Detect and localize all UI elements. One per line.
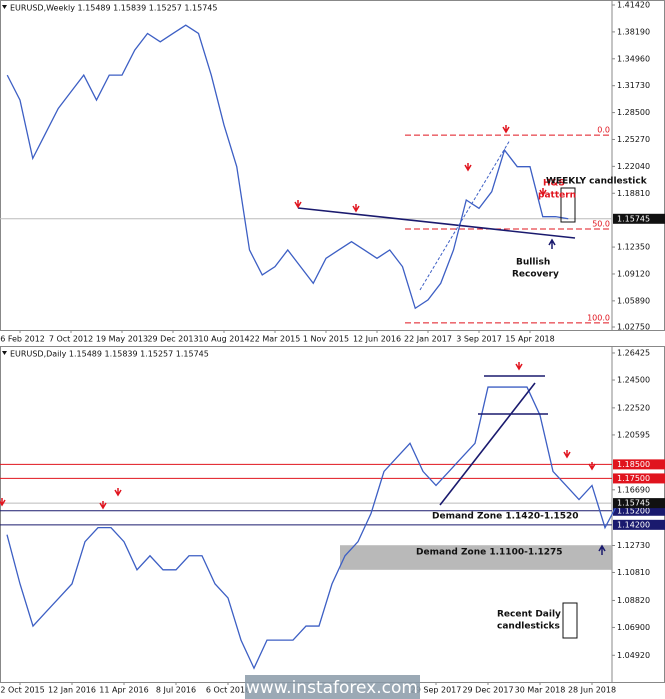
arrow xyxy=(539,188,547,197)
y-tick-label: 1.16690 xyxy=(617,485,650,494)
arrow xyxy=(563,450,571,459)
weekly-box xyxy=(560,187,576,223)
y-tick-label: 1.24500 xyxy=(617,376,650,385)
arrow xyxy=(502,125,510,134)
fib-label: 50.0 xyxy=(592,219,610,228)
x-tick-label: 26 Feb 2012 xyxy=(0,335,45,344)
fib-label: 100.0 xyxy=(587,313,610,322)
recent-label: candlesticks xyxy=(497,622,560,632)
arrow xyxy=(464,163,472,172)
y-tick-label: 1.02750 xyxy=(617,323,650,332)
y-tick-label: 1.05890 xyxy=(617,296,650,305)
level-box xyxy=(613,459,665,470)
price-line xyxy=(6,386,619,670)
y-tick-label: 1.34960 xyxy=(617,54,650,63)
y-tick-label: 1.12730 xyxy=(617,541,650,550)
x-tick-label: 30 Mar 2018 xyxy=(515,686,566,695)
y-tick-label: 1.28500 xyxy=(617,108,650,117)
trend-line xyxy=(439,382,536,506)
x-tick-label: 29 Dec 2013 xyxy=(147,335,198,344)
x-tick-label: 7 Oct 2012 xyxy=(49,335,93,344)
level-box xyxy=(613,473,665,484)
y-tick-label: 1.10810 xyxy=(617,568,650,577)
y-tick-label: 1.26425 xyxy=(617,348,650,357)
current-label: 1.15745 xyxy=(617,499,650,508)
title-marker xyxy=(2,5,7,9)
fib-label: 0.0 xyxy=(597,126,610,135)
x-tick-label: 15 Apr 2018 xyxy=(505,335,554,344)
level-box xyxy=(613,519,665,530)
arrow-up xyxy=(548,238,556,249)
arrow xyxy=(0,498,6,507)
arrow xyxy=(294,200,302,209)
x-tick-label: 29 Dec 2017 xyxy=(462,686,513,695)
hs-label: H&S xyxy=(543,179,565,189)
level-label: 1.18500 xyxy=(617,460,650,469)
chart-title: EURUSD,Weekly 1.15489 1.15839 1.15257 1.… xyxy=(10,4,217,13)
y-tick-label: 1.18810 xyxy=(617,189,650,198)
y-tick-label: 1.09120 xyxy=(617,269,650,278)
arrow xyxy=(99,501,107,510)
y-tick-label: 1.22040 xyxy=(617,162,650,171)
price-line xyxy=(6,24,569,310)
x-tick-label: 1 Nov 2015 xyxy=(303,335,349,344)
level-label: 1.17500 xyxy=(617,474,650,483)
x-tick-label: 6 Oct 2016 xyxy=(206,686,250,695)
current-box xyxy=(613,213,665,224)
y-tick-label: 1.04920 xyxy=(617,651,650,660)
arrow xyxy=(352,204,360,213)
arrow xyxy=(114,488,122,497)
x-tick-label: 22 Jan 2017 xyxy=(404,335,452,344)
bullish-label: Bullish xyxy=(516,258,550,268)
recent-box xyxy=(562,602,578,639)
arrow xyxy=(588,462,596,471)
current-box xyxy=(613,498,665,509)
current-label: 1.15745 xyxy=(617,214,650,223)
x-tick-label: 3 Sep 2017 xyxy=(456,335,502,344)
x-tick-label: 12 Jan 2016 xyxy=(48,686,96,695)
drawings xyxy=(0,125,606,639)
neckline xyxy=(297,207,576,239)
arrow-up xyxy=(598,544,606,555)
watermark-box xyxy=(245,675,420,699)
chart-title: EURUSD,Daily 1.15489 1.15839 1.15257 1.1… xyxy=(10,350,209,359)
y-tick-label: 1.12350 xyxy=(617,243,650,252)
demand-zone xyxy=(340,545,612,570)
recent-label: Recent Daily xyxy=(497,610,561,620)
x-tick-label: 19 May 2013 xyxy=(96,335,148,344)
x-tick-label: 28 Jun 2018 xyxy=(568,686,616,695)
y-tick-label: 1.38190 xyxy=(617,27,650,36)
level-box xyxy=(613,505,665,516)
arrow xyxy=(515,362,523,371)
x-tick-label: 22 Mar 2015 xyxy=(250,335,301,344)
watermark: www.instaforex.com xyxy=(246,678,418,698)
x-tick-label: 8 Jul 2016 xyxy=(156,686,196,695)
hs-label: pattern xyxy=(538,191,576,201)
y-tick-label: 1.20595 xyxy=(617,430,650,439)
y-tick-label: 1.08820 xyxy=(617,596,650,605)
x-tick-label: 12 Jun 2016 xyxy=(353,335,401,344)
x-tick-label: 10 Aug 2014 xyxy=(198,335,249,344)
title-marker xyxy=(2,351,7,355)
up-arrows xyxy=(548,238,606,555)
y-tick-label: 1.22520 xyxy=(617,403,650,412)
level-label: 1.15200 xyxy=(617,506,650,515)
x-tick-label: 11 Apr 2016 xyxy=(99,686,148,695)
bullish-label: Recovery xyxy=(512,270,559,280)
zone-label: Demand Zone 1.1100-1.1275 xyxy=(416,548,563,558)
y-tick-label: 1.41420 xyxy=(617,0,650,9)
arrows xyxy=(0,125,596,510)
x-tick-label: 12 Oct 2015 xyxy=(0,686,45,695)
y-tick-label: 1.06900 xyxy=(617,623,650,632)
channel-line xyxy=(419,139,511,291)
level-label: 1.14200 xyxy=(617,520,650,529)
zone-label: Demand Zone 1.1420-1.1520 xyxy=(432,512,579,522)
weekly-note: WEEKLY candlestick xyxy=(546,177,648,187)
x-tick-label: 29 Sep 2017 xyxy=(411,686,462,695)
y-tick-label: 1.25270 xyxy=(617,135,650,144)
y-tick-label: 1.31730 xyxy=(617,81,650,90)
